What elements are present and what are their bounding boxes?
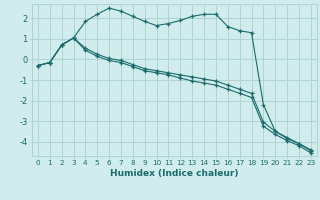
X-axis label: Humidex (Indice chaleur): Humidex (Indice chaleur)	[110, 169, 239, 178]
